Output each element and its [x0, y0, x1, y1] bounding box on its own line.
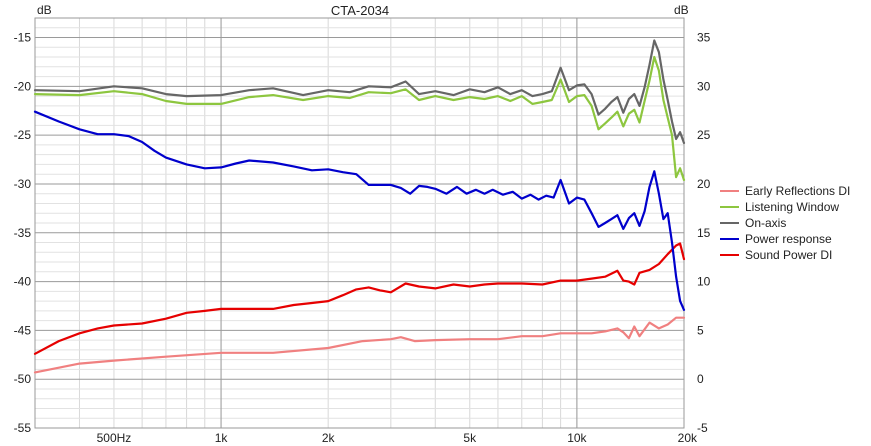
tick-labels: -15-20-25-30-35-40-45-50-553530252015105… — [14, 31, 711, 445]
right-y-tick-label: 25 — [697, 128, 711, 142]
series-line-power-response — [33, 110, 686, 311]
right-y-tick-label: 15 — [697, 226, 711, 240]
plot-frame — [34, 17, 685, 429]
left-y-tick-label: -50 — [14, 372, 32, 386]
legend-label-power-response: Power response — [745, 232, 832, 246]
chart-title: CTA-2034 — [331, 3, 389, 18]
left-y-tick-label: -35 — [14, 226, 32, 240]
x-tick-label: 1k — [215, 431, 229, 445]
series-layer — [33, 39, 686, 374]
left-y-tick-label: -30 — [14, 177, 32, 191]
x-tick-label: 5k — [463, 431, 477, 445]
legend-label-sound-power-di: Sound Power DI — [745, 248, 832, 262]
series-line-on-axis — [33, 39, 686, 145]
x-tick-label: 10k — [567, 431, 587, 445]
x-tick-label: 2k — [322, 431, 336, 445]
right-axis-unit: dB — [674, 3, 689, 17]
x-tick-label: 20k — [678, 431, 698, 445]
left-y-tick-label: -15 — [14, 31, 32, 45]
legend: Early Reflections DI Listening Window On-a… — [720, 184, 850, 262]
left-y-tick-label: -20 — [14, 79, 32, 93]
left-axis-unit: dB — [37, 3, 52, 17]
left-y-tick-label: -25 — [14, 128, 32, 142]
series-line-early-reflections-di — [33, 316, 686, 374]
legend-label-early-reflections-di: Early Reflections DI — [745, 184, 850, 198]
series-line-sound-power-di — [33, 242, 686, 355]
legend-label-on-axis: On-axis — [745, 216, 786, 230]
right-y-tick-label: 20 — [697, 177, 711, 191]
legend-label-listening-window: Listening Window — [745, 200, 839, 214]
left-y-tick-label: -40 — [14, 275, 32, 289]
right-y-tick-label: 30 — [697, 79, 711, 93]
right-y-tick-label: 5 — [697, 323, 704, 337]
right-y-tick-label: 35 — [697, 31, 711, 45]
x-tick-label: 500Hz — [97, 431, 132, 445]
right-y-tick-label: 0 — [697, 372, 704, 386]
left-y-tick-label: -45 — [14, 323, 32, 337]
right-y-tick-label: 10 — [697, 275, 711, 289]
right-y-tick-label: -5 — [697, 421, 708, 435]
left-y-tick-label: -55 — [14, 421, 32, 435]
series-line-listening-window — [33, 55, 686, 182]
